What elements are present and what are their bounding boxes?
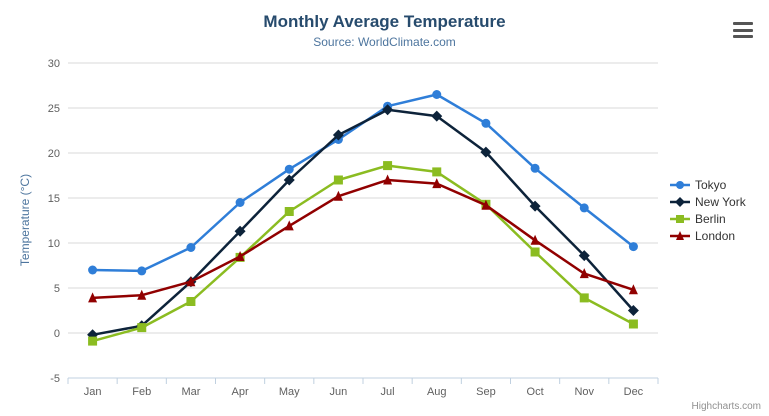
data-point-marker-circle[interactable] [628,242,638,252]
chart-title: Monthly Average Temperature [263,12,506,31]
data-point-marker-square[interactable] [432,167,442,177]
data-point-marker-square[interactable] [628,319,638,329]
data-point-marker-diamond[interactable] [480,146,492,158]
data-point-marker-diamond[interactable] [431,110,443,122]
data-point-marker-diamond[interactable] [627,305,639,316]
export-menu-button[interactable] [732,21,754,39]
data-point-marker-square[interactable] [186,297,196,306]
data-point-marker-square[interactable] [579,293,589,303]
legend-marker-diamond [670,196,690,207]
y-axis-label: 30 [48,58,60,70]
x-axis-label: Sep [476,386,496,398]
x-axis-label: Nov [574,386,594,398]
series-line-tokyo [91,93,635,273]
series-london[interactable] [88,174,638,303]
data-point-marker-circle[interactable] [88,265,98,275]
legend-marker-square [670,214,690,223]
hamburger-icon [733,22,753,25]
x-axis-label: Apr [232,386,249,398]
data-point-marker-diamond[interactable] [283,174,295,186]
y-axis-label: 25 [48,103,60,115]
legend-label: New York [695,194,746,209]
series-line-berlin [91,164,635,343]
legend-item-london[interactable]: London [670,227,746,244]
legend-marker-triangle [670,230,690,240]
x-axis-label: Jun [330,386,348,398]
data-point-marker-square[interactable] [284,207,294,216]
y-axis-title: Temperature (°C) [18,173,32,267]
data-point-marker-circle[interactable] [481,118,491,128]
x-axis-label: Oct [527,386,544,398]
data-point-marker-triangle[interactable] [579,268,589,279]
x-axis-label: May [279,386,300,398]
legend-item-tokyo[interactable]: Tokyo [670,176,746,193]
legend-item-new-york[interactable]: New York [670,193,746,210]
chart-subtitle: Source: WorldClimate.com [313,35,456,49]
data-point-marker-triangle[interactable] [186,276,196,287]
data-point-marker-triangle[interactable] [628,284,638,295]
data-point-marker-circle[interactable] [137,266,147,276]
y-axis-label: 5 [54,283,60,295]
data-point-marker-diamond[interactable] [234,225,246,237]
data-point-marker-triangle[interactable] [137,289,147,300]
legend-label: London [695,228,736,243]
data-point-marker-diamond[interactable] [578,250,590,262]
data-point-marker-diamond[interactable] [675,196,685,207]
data-point-marker-triangle[interactable] [530,234,540,245]
data-point-marker-square[interactable] [333,175,343,185]
series-line-new-york [91,108,635,337]
data-point-marker-diamond[interactable] [332,129,344,141]
hamburger-icon [733,35,753,38]
data-point-marker-triangle[interactable] [284,220,294,231]
x-axis-label: Feb [132,386,151,398]
data-point-marker-circle[interactable] [235,198,245,207]
data-point-marker-square[interactable] [88,336,98,346]
series-tokyo[interactable] [88,90,638,276]
data-point-marker-diamond[interactable] [382,104,394,116]
x-axis-label: Aug [427,386,447,398]
data-point-marker-diamond[interactable] [529,200,541,212]
y-axis-label: 10 [48,238,60,250]
series-new-york[interactable] [87,104,639,341]
data-point-marker-circle[interactable] [530,163,540,173]
x-axis-label: Dec [624,386,644,398]
legend-item-berlin[interactable]: Berlin [670,210,746,227]
data-point-marker-circle[interactable] [579,203,589,213]
y-axis-label: 20 [48,148,60,160]
x-axis-label: Jul [381,386,395,398]
y-axis-label: -5 [50,373,60,385]
series-line-london [91,178,635,300]
data-point-marker-circle[interactable] [432,90,442,99]
y-axis-label: 15 [48,193,60,205]
data-point-marker-square[interactable] [676,214,684,223]
x-axis-label: Mar [181,386,200,398]
hamburger-icon [733,28,753,32]
legend-label: Tokyo [695,177,727,192]
legend-label: Berlin [695,211,726,226]
data-point-marker-triangle[interactable] [432,178,442,189]
data-point-marker-triangle[interactable] [676,230,684,240]
legend-marker-circle [670,180,690,189]
data-point-marker-triangle[interactable] [481,199,491,210]
credits-link[interactable]: Highcharts.com [691,401,761,412]
data-point-marker-square[interactable] [383,161,393,171]
data-point-marker-triangle[interactable] [383,174,393,185]
data-point-marker-square[interactable] [137,323,147,333]
x-axis-label: Jan [84,386,102,398]
legend: Tokyo New York Berlin London [670,176,746,244]
data-point-marker-square[interactable] [530,247,540,257]
data-point-marker-triangle[interactable] [333,190,343,201]
data-point-marker-circle[interactable] [676,180,684,189]
data-point-marker-triangle[interactable] [235,251,245,261]
data-point-marker-triangle[interactable] [88,292,98,303]
data-point-marker-circle[interactable] [284,164,294,174]
data-point-marker-circle[interactable] [186,243,196,252]
y-axis-label: 0 [54,328,60,340]
